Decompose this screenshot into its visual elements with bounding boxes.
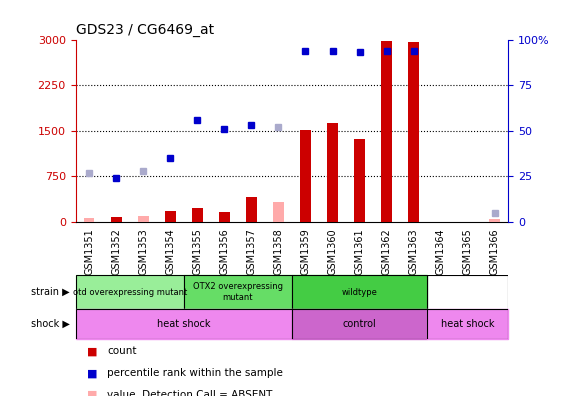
Bar [219,212,229,222]
Text: strain ▶: strain ▶ [31,287,70,297]
Text: value, Detection Call = ABSENT: value, Detection Call = ABSENT [107,390,273,396]
Bar [165,211,175,222]
Bar [327,124,338,222]
Bar [381,41,392,222]
Text: control: control [343,319,376,329]
Text: otd overexpressing mutant: otd overexpressing mutant [73,287,187,297]
Bar [184,275,292,309]
Bar [246,197,257,222]
Bar [84,218,95,222]
Bar [427,309,508,339]
Text: ■: ■ [87,390,98,396]
Bar [489,219,500,222]
Bar [76,275,184,309]
Text: count: count [107,346,137,356]
Bar [292,309,427,339]
Text: GDS23 / CG6469_at: GDS23 / CG6469_at [76,23,214,37]
Bar [292,275,427,309]
Text: heat shock: heat shock [157,319,210,329]
Text: ■: ■ [87,346,98,356]
Text: OTX2 overexpressing
mutant: OTX2 overexpressing mutant [193,282,283,302]
Text: percentile rank within the sample: percentile rank within the sample [107,368,284,378]
Bar [300,130,311,222]
Bar [76,309,292,339]
Bar [354,139,365,222]
Bar [408,42,419,222]
Text: wildtype: wildtype [342,287,378,297]
Text: shock ▶: shock ▶ [31,319,70,329]
Text: ■: ■ [87,368,98,378]
Bar [273,202,284,222]
Bar [138,216,149,222]
Text: heat shock: heat shock [441,319,494,329]
Bar [192,208,203,222]
Bar [111,217,121,222]
